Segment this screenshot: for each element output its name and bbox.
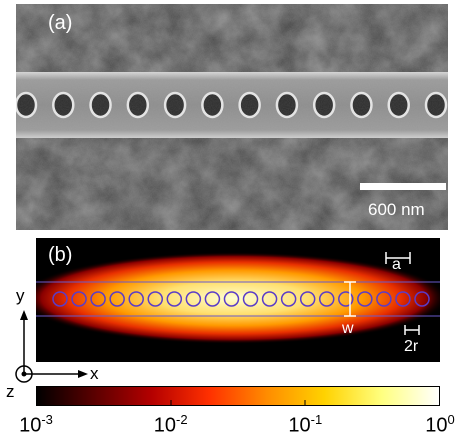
sem-image-panel: (a) 600 nm — [16, 4, 448, 230]
hole-diameter-marker — [404, 325, 420, 335]
field-hole — [318, 291, 335, 307]
scale-bar-label: 600 nm — [368, 200, 425, 219]
field-hole — [52, 291, 68, 307]
z-axis-label: z — [6, 382, 15, 401]
z-axis-out-of-page-icon — [15, 365, 33, 383]
field-hole — [299, 291, 316, 307]
coordinate-axes — [15, 310, 88, 383]
field-hole — [185, 291, 202, 307]
colorbar-tick-label: 100 — [425, 412, 455, 437]
field-hole — [376, 291, 392, 307]
y-axis-label: y — [16, 286, 25, 305]
colorbar-gradient — [36, 386, 440, 406]
field-map-panel: (b) a w 2r — [36, 238, 440, 362]
field-hole — [90, 291, 106, 307]
field-hole — [338, 291, 354, 307]
sem-image — [16, 4, 448, 230]
field-hole — [128, 291, 144, 307]
hole-diameter-label: 2r — [404, 338, 419, 355]
field-hole — [71, 291, 87, 307]
colorbar-tick-label: 10-2 — [153, 412, 188, 437]
lattice-constant-marker — [385, 252, 411, 264]
field-hole — [223, 291, 240, 307]
field-hole — [166, 291, 183, 307]
field-holes — [52, 291, 430, 307]
field-hole — [242, 291, 259, 307]
colorbar-tick-label: 10-1 — [288, 412, 323, 437]
field-hole — [280, 291, 297, 307]
field-hole — [357, 291, 373, 307]
width-marker — [344, 281, 356, 317]
panel-label-b: (b) — [48, 244, 73, 266]
scale-bar — [360, 183, 446, 190]
panel-label-a: (a) — [48, 12, 73, 34]
x-axis-label: x — [90, 364, 99, 383]
field-hole — [109, 291, 125, 307]
field-hole — [147, 291, 164, 307]
width-label: w — [342, 320, 354, 337]
field-hole — [261, 291, 278, 307]
field-map — [36, 238, 440, 362]
colorbar-tick-label: 10-3 — [19, 412, 53, 437]
lattice-constant-label: a — [392, 256, 401, 273]
field-hole — [204, 291, 221, 307]
colorbar — [36, 386, 440, 406]
field-hole — [395, 291, 411, 307]
field-hole — [414, 291, 430, 307]
